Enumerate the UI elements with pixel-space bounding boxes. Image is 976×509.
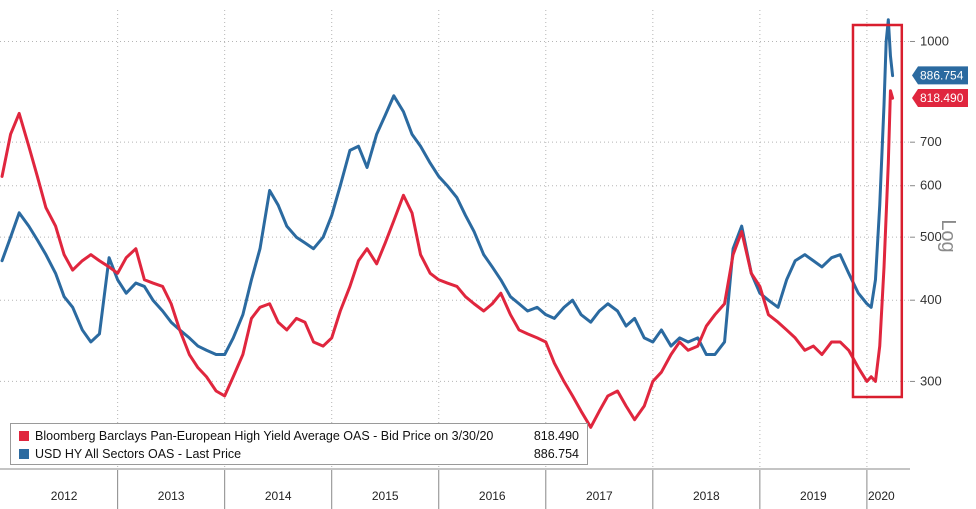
last-value-tags: 886.754 818.490 [912, 66, 968, 108]
legend-swatch-usd-hy [19, 449, 29, 459]
year-label-2015: 2015 [372, 489, 399, 503]
year-label-2018: 2018 [693, 489, 720, 503]
series-line-usd-hy [0, 18, 895, 357]
year-label-2019: 2019 [800, 489, 827, 503]
year-label-2014: 2014 [265, 489, 292, 503]
tag-background [912, 66, 968, 85]
scale-label: Log [937, 219, 959, 252]
y-tick-label-700: 700 [920, 134, 942, 149]
legend-value-usd-hy: 886.754 [533, 447, 579, 461]
year-label-2017: 2017 [586, 489, 613, 503]
last-value-tag-euro-hy: 818.490 [912, 89, 968, 108]
y-tick-label-500: 500 [920, 229, 942, 244]
tag-text: 818.490 [920, 91, 964, 105]
year-label-2013: 2013 [158, 489, 185, 503]
x-axis: 2012 2013 2014 2015 2016 2017 2018 2019 2020 [51, 470, 895, 509]
year-label-2016: 2016 [479, 489, 506, 503]
legend-label-usd-hy: USD HY All Sectors OAS - Last Price [35, 447, 242, 461]
legend-row-euro-hy: Bloomberg Barclays Pan-European High Yie… [19, 427, 579, 445]
legend-label-euro-hy: Bloomberg Barclays Pan-European High Yie… [35, 429, 494, 443]
year-label-2012: 2012 [51, 489, 78, 503]
series-layer [0, 18, 895, 429]
y-tick-label-300: 300 [920, 373, 942, 388]
y-tick-label-400: 400 [920, 292, 942, 307]
legend: Bloomberg Barclays Pan-European High Yie… [10, 423, 588, 465]
gridlines [0, 10, 910, 469]
year-label-2020: 2020 [868, 489, 895, 503]
last-value-tag-usd-hy: 886.754 [912, 66, 968, 85]
y-tick-label-1000: 1000 [920, 33, 949, 48]
legend-value-euro-hy: 818.490 [533, 429, 579, 443]
highlight-box [851, 23, 904, 399]
legend-row-usd-hy: USD HY All Sectors OAS - Last Price 886.… [19, 445, 579, 463]
legend-swatch-euro-hy [19, 431, 29, 441]
y-axis: 300 400 500 600 700 1000 [910, 33, 949, 388]
tag-text: 886.754 [920, 68, 964, 82]
tag-background [912, 89, 968, 108]
series-line-euro-hy [0, 89, 895, 429]
y-tick-label-600: 600 [920, 178, 942, 193]
